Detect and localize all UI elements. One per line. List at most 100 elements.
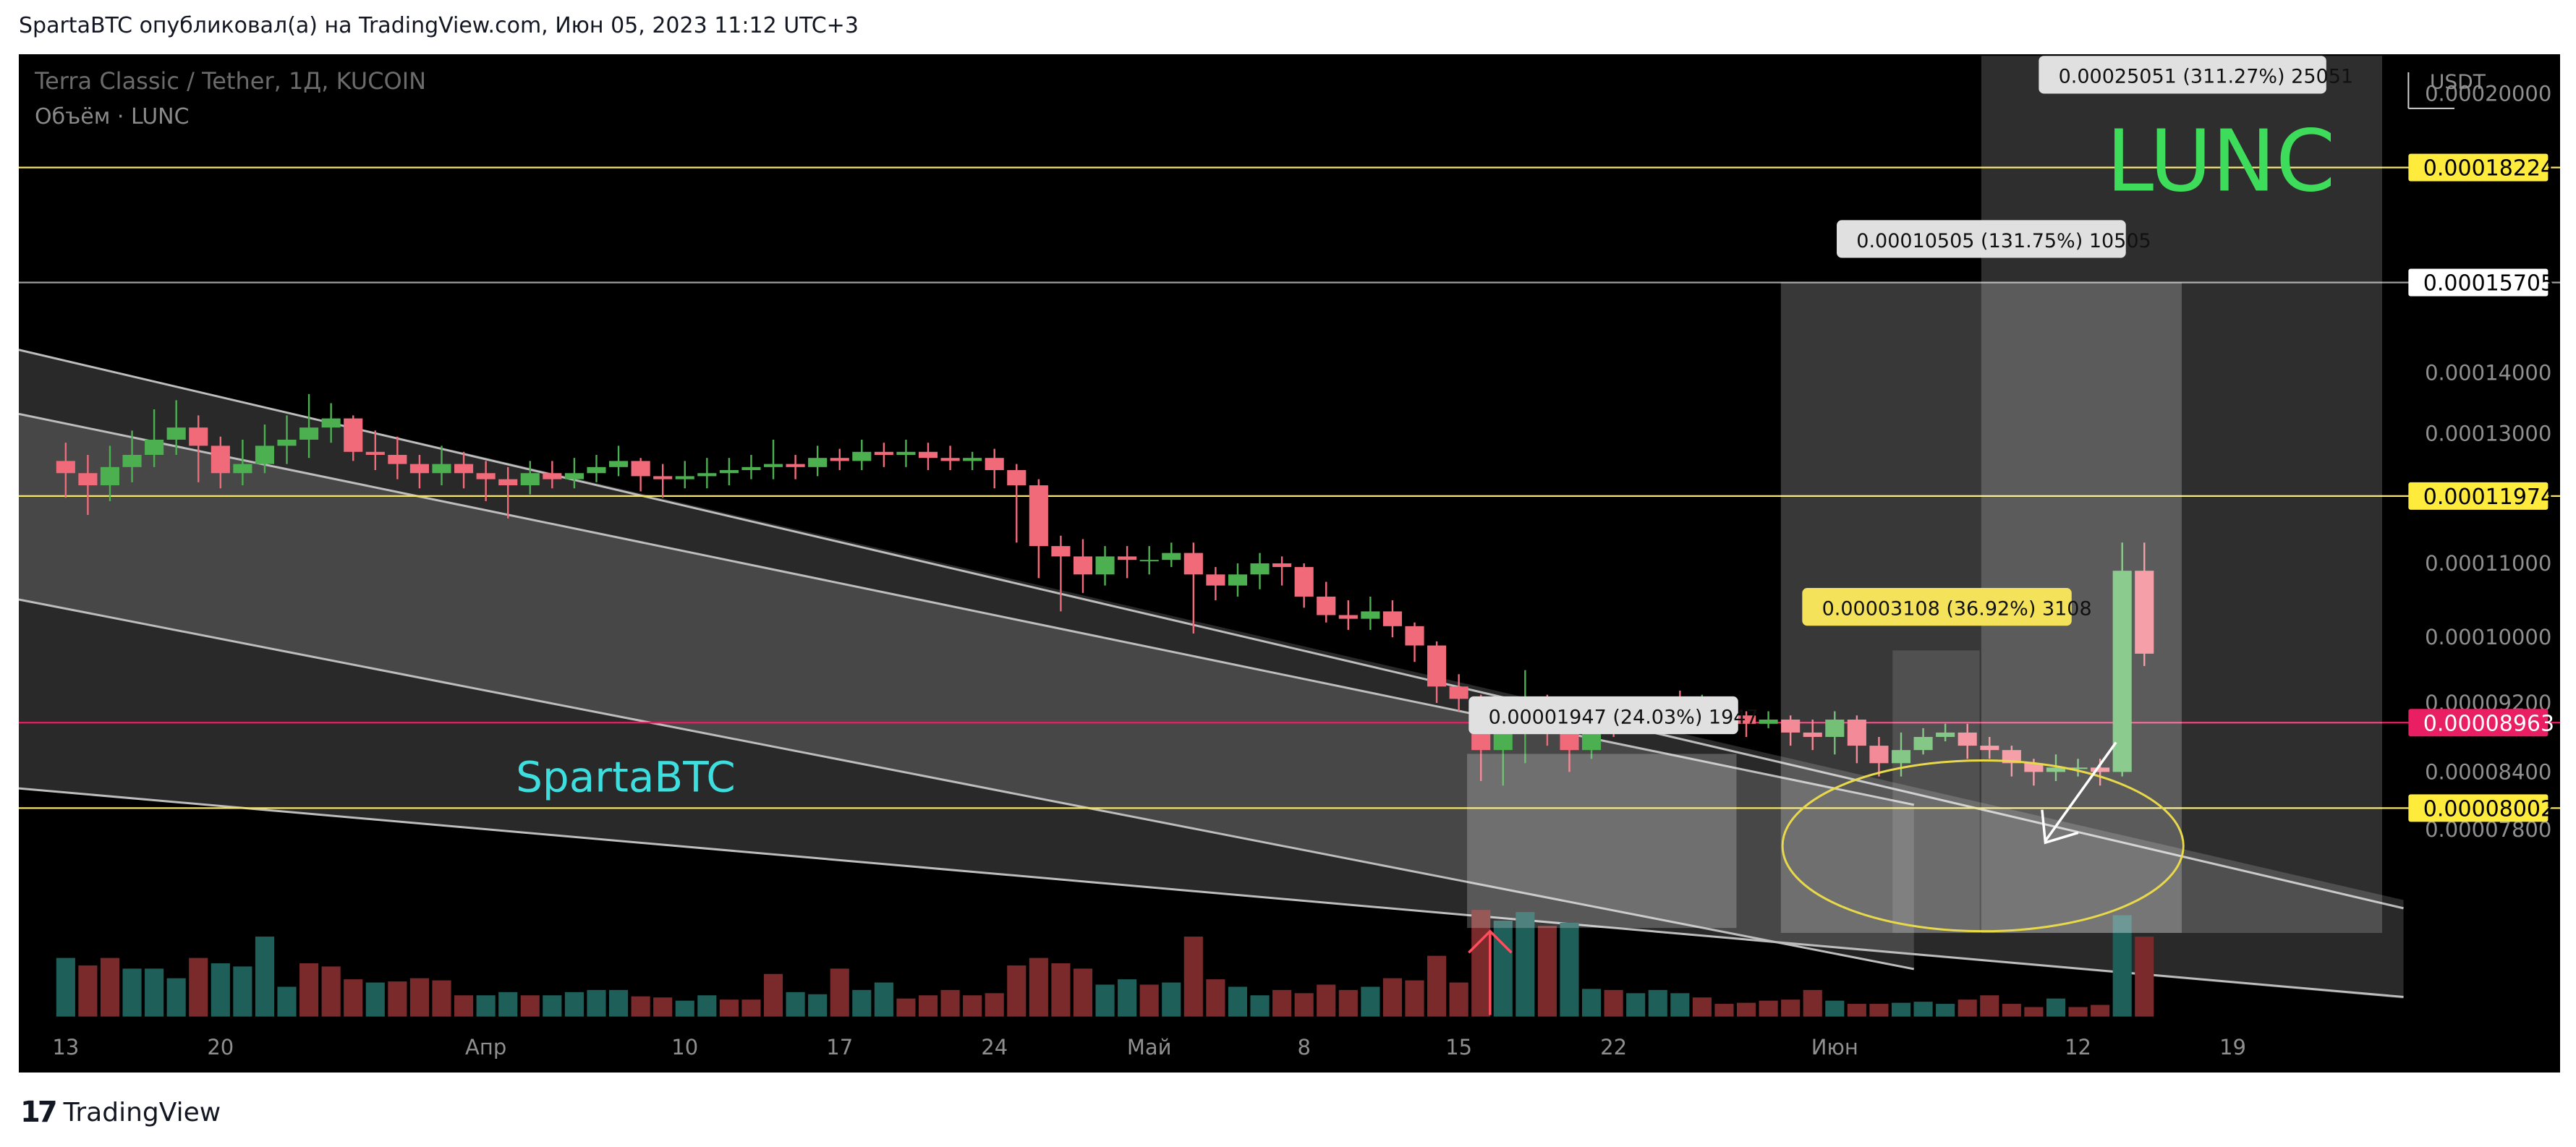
candle-body (608, 461, 629, 467)
candle-body (2091, 767, 2110, 772)
volume-bar (1228, 986, 1248, 1017)
candle-body (852, 451, 872, 461)
candle-body (830, 458, 849, 461)
candle-body (409, 464, 429, 474)
volume-bar (963, 995, 982, 1017)
candle-body (896, 451, 916, 455)
candle-body (763, 464, 783, 467)
candle-body (741, 466, 761, 471)
x-tick-label: 10 (671, 1035, 698, 1059)
volume-bar (1957, 999, 1977, 1017)
volume-bar (1118, 979, 1137, 1017)
price-badge-text: 0.00018224 (2423, 156, 2554, 182)
volume-bar (299, 963, 319, 1017)
volume-bar (763, 973, 783, 1017)
price-badge-text: 0.00008963 (2423, 711, 2554, 736)
candle-body (1936, 732, 1955, 737)
volume-bar (896, 998, 916, 1017)
volume-bar (653, 997, 673, 1017)
candle-body (1206, 574, 1225, 586)
volume-bar (520, 995, 540, 1017)
descending-channel-fill (19, 349, 2404, 999)
candle-body (1007, 470, 1026, 486)
candle-body (56, 461, 75, 474)
measure-box-25051 (1981, 56, 2383, 933)
volume-bar (1648, 989, 1667, 1017)
candle-body (1449, 686, 1468, 699)
x-tick-label: 13 (52, 1035, 79, 1059)
candle-body (719, 470, 739, 474)
currency-label: USDT (2430, 70, 2486, 94)
volume-bar (852, 989, 872, 1017)
candle-body (1317, 596, 1336, 615)
channel-bottom-line (19, 787, 2404, 999)
candle-body (78, 473, 98, 486)
candle-body (277, 439, 297, 446)
candle-body (1957, 732, 1977, 746)
volume-bar (432, 980, 451, 1017)
x-tick-label: Май (1127, 1035, 1172, 1059)
x-tick-label: 17 (826, 1035, 853, 1059)
white-arrow-head (2041, 809, 2079, 845)
candle-body (432, 464, 451, 474)
candle-body (874, 451, 893, 455)
candle-body (631, 461, 650, 477)
volume-bar (1825, 1000, 1845, 1017)
price-badge-text: 0.00008002 (2423, 796, 2554, 822)
candle-body (1913, 736, 1933, 751)
volume-bar (211, 963, 230, 1017)
volume-bar (786, 992, 805, 1017)
candle-body (211, 445, 230, 474)
volume-bar (1493, 920, 1513, 1017)
red-arrow-head (1468, 929, 1513, 954)
candle-body (1781, 720, 1801, 733)
volume-bar (2068, 1007, 2088, 1017)
candle-body (543, 473, 562, 479)
volume-bar (1162, 982, 1181, 1017)
candle-body (697, 473, 717, 477)
highlight-ellipse (1781, 759, 2185, 933)
volume-bar (1250, 995, 1270, 1017)
candle-body (1118, 556, 1137, 560)
volume-bar (1626, 993, 1646, 1017)
candle-body (2002, 750, 2021, 764)
volume-bar (1604, 989, 1623, 1017)
y-tick-label: 0.00020000 (2425, 81, 2551, 106)
volume-bar (122, 968, 142, 1017)
volume-bar (233, 966, 252, 1017)
measure-label-text-2: 0.00003108 (36.92%) 3108 (1822, 598, 2092, 621)
volume-bar (1936, 1004, 1955, 1017)
volume-bar (476, 995, 496, 1017)
candle-body (1272, 563, 1292, 568)
candle-body (233, 464, 252, 474)
candle-body (122, 454, 142, 467)
candle-body (1051, 546, 1071, 557)
candle-body (1029, 485, 1048, 547)
chart-canvas[interactable]: Terra Classic / Tether, 1Д, KUCOIN Объём … (19, 54, 2560, 1073)
volume-bar (1736, 1002, 1756, 1017)
measure-label-box-3 (1468, 696, 1738, 735)
y-tick-label: 0.00010000 (2425, 625, 2551, 649)
measure-label-box-1 (1837, 220, 2126, 258)
candle-body (2135, 571, 2154, 654)
chart-panel[interactable]: Terra Classic / Tether, 1Д, KUCOIN Объём … (19, 54, 2560, 1073)
publish-info: SpartaBTC опубликовал(а) на TradingView.… (19, 13, 859, 38)
volume-bar (2024, 1007, 2044, 1017)
x-tick-label: Апр (465, 1035, 506, 1059)
measure-label-text-1: 0.00010505 (131.75%) 10505 (1856, 230, 2151, 252)
tradingview-logo[interactable]: 17 TradingView (20, 1093, 221, 1131)
candle-body (189, 427, 208, 446)
price-badge-1 (2408, 268, 2549, 297)
volume-bar (56, 958, 75, 1017)
volume-bar (1516, 912, 1535, 1017)
x-tick-label: 24 (981, 1035, 1008, 1059)
candle-body (786, 464, 805, 467)
volume-bar (1692, 997, 1712, 1017)
volume-bar (1095, 984, 1115, 1017)
candle-body (520, 473, 540, 486)
candle-body (1139, 560, 1159, 562)
candle-body (255, 445, 275, 464)
volume-bar (1471, 910, 1491, 1017)
volume-bar (1581, 989, 1602, 1017)
channel-upper-line (19, 349, 2404, 910)
